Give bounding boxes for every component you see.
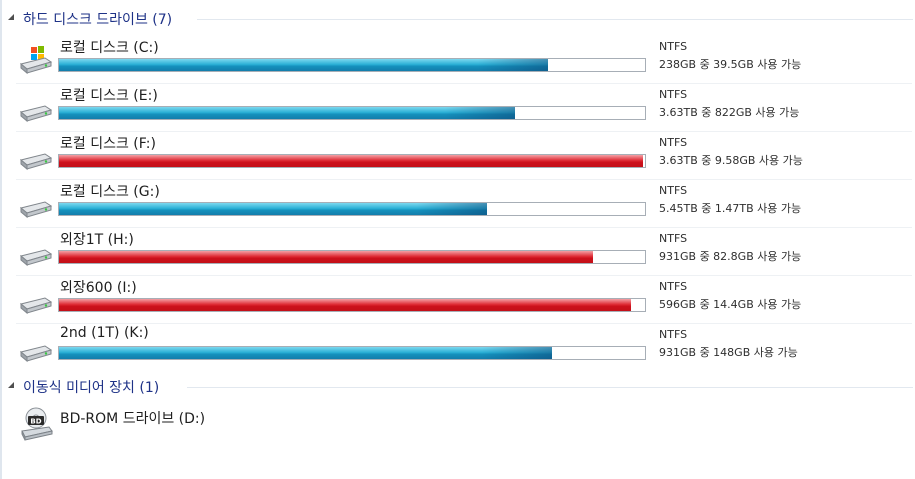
free-space-label: 3.63TB 중 9.58GB 사용 가능	[659, 154, 803, 167]
row-separator	[16, 131, 912, 132]
bd-rom-drive-icon: BD	[21, 407, 53, 441]
hard-drive-icon	[19, 249, 53, 267]
drive-item[interactable]: 로컬 디스크 (E:) NTFS 3.63TB 중 822GB 사용 가능	[16, 84, 912, 130]
usage-bar	[58, 202, 646, 216]
hard-drive-icon	[19, 345, 53, 363]
drive-name: 로컬 디스크 (F:)	[60, 136, 156, 152]
row-separator	[16, 83, 912, 84]
usage-bar	[58, 58, 646, 72]
filesystem-label: NTFS	[659, 88, 688, 101]
drive-item[interactable]: 2nd (1T) (K:) NTFS 931GB 중 148GB 사용 가능	[16, 324, 912, 370]
free-space-label: 596GB 중 14.4GB 사용 가능	[659, 298, 802, 311]
drive-name: 외장1T (H:)	[60, 232, 134, 248]
collapse-triangle-icon[interactable]	[8, 14, 14, 20]
filesystem-label: NTFS	[659, 328, 688, 341]
drive-name: 2nd (1T) (K:)	[60, 325, 149, 341]
drive-name: BD-ROM 드라이브 (D:)	[60, 411, 206, 427]
hard-drive-icon	[19, 105, 53, 123]
filesystem-label: NTFS	[659, 184, 688, 197]
hard-drive-icon	[19, 297, 53, 315]
free-space-label: 931GB 중 148GB 사용 가능	[659, 346, 798, 359]
drive-item[interactable]: 로컬 디스크 (C:) NTFS 238GB 중 39.5GB 사용 가능	[16, 36, 912, 82]
row-separator	[16, 227, 912, 228]
usage-bar	[58, 298, 646, 312]
group-divider	[197, 19, 913, 20]
usage-bar-fill	[59, 203, 487, 215]
left-border	[0, 0, 2, 479]
hard-drive-icon	[19, 153, 53, 171]
drive-name: 로컬 디스크 (E:)	[60, 88, 158, 104]
group-header-removable[interactable]: 이동식 미디어 장치 (1)	[0, 377, 915, 397]
filesystem-label: NTFS	[659, 232, 688, 245]
usage-bar-fill	[59, 59, 548, 71]
usage-bar-fill	[59, 251, 593, 263]
usage-bar	[58, 106, 646, 120]
group-title: 하드 디스크 드라이브 (7)	[23, 12, 173, 28]
row-separator	[16, 275, 912, 276]
usage-bar	[58, 346, 646, 360]
bd-badge: BD	[30, 418, 41, 426]
filesystem-label: NTFS	[659, 40, 688, 53]
drive-name: 로컬 디스크 (C:)	[60, 40, 159, 56]
drive-name: 로컬 디스크 (G:)	[60, 184, 160, 200]
usage-bar-fill	[59, 107, 516, 119]
usage-bar	[58, 154, 646, 168]
drive-item[interactable]: 로컬 디스크 (G:) NTFS 5.45TB 중 1.47TB 사용 가능	[16, 180, 912, 226]
windows-logo	[31, 46, 44, 61]
row-separator	[16, 179, 912, 180]
group-header-hard-disks[interactable]: 하드 디스크 드라이브 (7)	[0, 9, 915, 29]
usage-bar-fill	[59, 347, 552, 359]
group-divider	[187, 387, 913, 388]
row-separator	[16, 323, 912, 324]
windows-drive-icon	[19, 46, 53, 75]
filesystem-label: NTFS	[659, 280, 688, 293]
usage-bar	[58, 250, 646, 264]
drive-name: 외장600 (I:)	[60, 280, 137, 296]
usage-bar-fill	[59, 299, 631, 311]
collapse-triangle-icon[interactable]	[8, 382, 14, 388]
drive-item-bd-rom[interactable]: BD BD-ROM 드라이브 (D:)	[16, 402, 316, 446]
group-title: 이동식 미디어 장치 (1)	[23, 380, 160, 396]
usage-bar-fill	[59, 155, 644, 167]
drive-item[interactable]: 외장600 (I:) NTFS 596GB 중 14.4GB 사용 가능	[16, 276, 912, 322]
free-space-label: 238GB 중 39.5GB 사용 가능	[659, 58, 802, 71]
drive-item[interactable]: 외장1T (H:) NTFS 931GB 중 82.8GB 사용 가능	[16, 228, 912, 274]
free-space-label: 931GB 중 82.8GB 사용 가능	[659, 250, 802, 263]
hard-drive-icon	[19, 201, 53, 219]
free-space-label: 3.63TB 중 822GB 사용 가능	[659, 106, 800, 119]
free-space-label: 5.45TB 중 1.47TB 사용 가능	[659, 202, 802, 215]
drive-item[interactable]: 로컬 디스크 (F:) NTFS 3.63TB 중 9.58GB 사용 가능	[16, 132, 912, 178]
filesystem-label: NTFS	[659, 136, 688, 149]
